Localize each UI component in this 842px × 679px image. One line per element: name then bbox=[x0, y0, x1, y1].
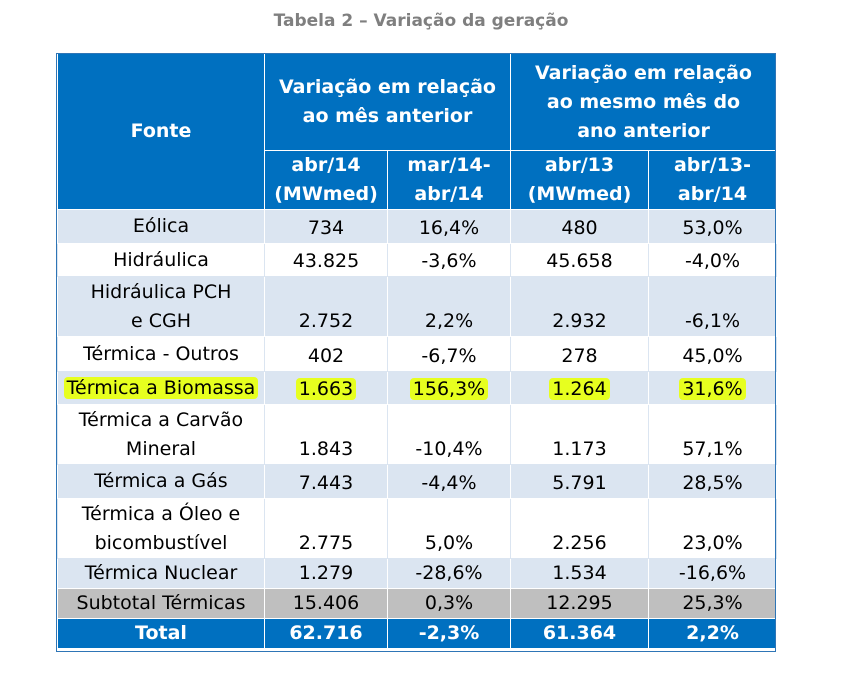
cell-abr13: 61.364 bbox=[510, 618, 649, 649]
cell-var-year: -4,0% bbox=[647, 243, 778, 277]
header-fonte: Fonte bbox=[57, 53, 265, 210]
cell-var-month: -4,4% bbox=[387, 464, 511, 499]
table-row: Térmica a Gás 7.443 -4,4% 5.791 28,5% bbox=[57, 464, 778, 499]
cell-abr14: 1.843 bbox=[264, 404, 388, 465]
cell-abr13: 2.256 bbox=[510, 498, 649, 559]
cell-var-year: 25,3% bbox=[647, 588, 778, 619]
row-source: Total bbox=[57, 618, 265, 649]
cell-abr14: 62.716 bbox=[264, 618, 388, 649]
cell-abr13: 1.173 bbox=[510, 404, 649, 465]
row-source: Hidráulica bbox=[57, 243, 265, 277]
row-source: Térmica a Gás bbox=[57, 464, 265, 499]
cell-var-year: 2,2% bbox=[647, 618, 778, 649]
table-row: Eólica 734 16,4% 480 53,0% bbox=[57, 209, 778, 244]
cell-var-month: -28,6% bbox=[387, 558, 511, 589]
table-row: Hidráulica 43.825 -3,6% 45.658 -4,0% bbox=[57, 243, 778, 277]
cell-abr13: 1.534 bbox=[510, 558, 649, 589]
cell-abr13: 2.932 bbox=[510, 276, 649, 337]
subtotal-row: Subtotal Térmicas 15.406 0,3% 12.295 25,… bbox=[57, 588, 778, 619]
table-row-highlighted: Térmica a Biomassa 1.663 156,3% 1.264 31… bbox=[57, 371, 778, 405]
cell-abr14: 7.443 bbox=[264, 464, 388, 499]
table-row: Hidráulica PCH e CGH 2.752 2,2% 2.932 -6… bbox=[57, 276, 778, 337]
cell-abr13: 480 bbox=[510, 209, 649, 244]
cell-var-month: 5,0% bbox=[387, 498, 511, 559]
table-row: Térmica Nuclear 1.279 -28,6% 1.534 -16,6… bbox=[57, 558, 778, 589]
total-row: Total 62.716 -2,3% 61.364 2,2% bbox=[57, 618, 778, 649]
table-caption: Tabela 2 – Variação da geração bbox=[273, 11, 569, 31]
row-source: Hidráulica PCH e CGH bbox=[57, 276, 265, 337]
table-row: Térmica - Outros 402 -6,7% 278 45,0% bbox=[57, 336, 778, 372]
cell-abr13: 1.264 bbox=[549, 378, 610, 400]
cell-abr14: 43.825 bbox=[264, 243, 388, 277]
cell-var-month: 156,3% bbox=[409, 378, 489, 400]
table-row: Térmica a Óleo e bicombustível 2.775 5,0… bbox=[57, 498, 778, 559]
cell-var-year: -6,1% bbox=[647, 276, 778, 337]
cell-var-month: 16,4% bbox=[387, 209, 511, 244]
row-source: Eólica bbox=[57, 209, 265, 244]
generation-variation-table: Fonte Variação em relação ao mês anterio… bbox=[57, 53, 778, 649]
cell-var-month: 2,2% bbox=[387, 276, 511, 337]
cell-var-year: 45,0% bbox=[647, 336, 778, 372]
row-source: Térmica - Outros bbox=[57, 336, 265, 372]
cell-abr14: 2.775 bbox=[264, 498, 388, 559]
cell-abr13: 45.658 bbox=[510, 243, 649, 277]
row-source: Térmica a Biomassa bbox=[63, 376, 259, 399]
cell-abr14: 1.663 bbox=[295, 378, 357, 400]
cell-var-month: -10,4% bbox=[387, 404, 511, 465]
header-col-var-year: abr/13-abr/14 bbox=[647, 150, 778, 210]
cell-abr14: 15.406 bbox=[264, 588, 388, 619]
row-source: Subtotal Térmicas bbox=[57, 588, 265, 619]
cell-abr13: 12.295 bbox=[510, 588, 649, 619]
table-row: Térmica a Carvão Mineral 1.843 -10,4% 1.… bbox=[57, 404, 778, 465]
cell-var-year: 28,5% bbox=[647, 464, 778, 499]
cell-var-month: -6,7% bbox=[387, 336, 511, 372]
cell-var-year: 53,0% bbox=[647, 209, 778, 244]
cell-var-month: 0,3% bbox=[387, 588, 511, 619]
cell-abr14: 734 bbox=[264, 209, 388, 244]
row-source: Térmica a Carvão Mineral bbox=[57, 404, 265, 465]
cell-var-year: -16,6% bbox=[647, 558, 778, 589]
row-source: Térmica Nuclear bbox=[57, 558, 265, 589]
cell-abr13: 278 bbox=[510, 336, 649, 372]
header-group-year: Variação em relação ao mesmo mês do ano … bbox=[509, 53, 778, 151]
cell-abr14: 1.279 bbox=[264, 558, 388, 589]
cell-var-year: 23,0% bbox=[647, 498, 778, 559]
cell-abr14: 402 bbox=[264, 336, 388, 372]
row-source: Térmica a Óleo e bicombustível bbox=[57, 498, 265, 559]
header-group-month: Variação em relação ao mês anterior bbox=[264, 53, 511, 151]
cell-var-month: -2,3% bbox=[387, 618, 511, 649]
cell-var-year: 31,6% bbox=[679, 378, 746, 400]
cell-abr13: 5.791 bbox=[510, 464, 649, 499]
cell-abr14: 2.752 bbox=[264, 276, 388, 337]
header-col-abr14: abr/14 (MWmed) bbox=[264, 150, 388, 210]
cell-var-month: -3,6% bbox=[387, 243, 511, 277]
cell-var-year: 57,1% bbox=[647, 404, 778, 465]
header-col-var-month: mar/14-abr/14 bbox=[387, 150, 511, 210]
header-col-abr13: abr/13 (MWmed) bbox=[510, 150, 649, 210]
